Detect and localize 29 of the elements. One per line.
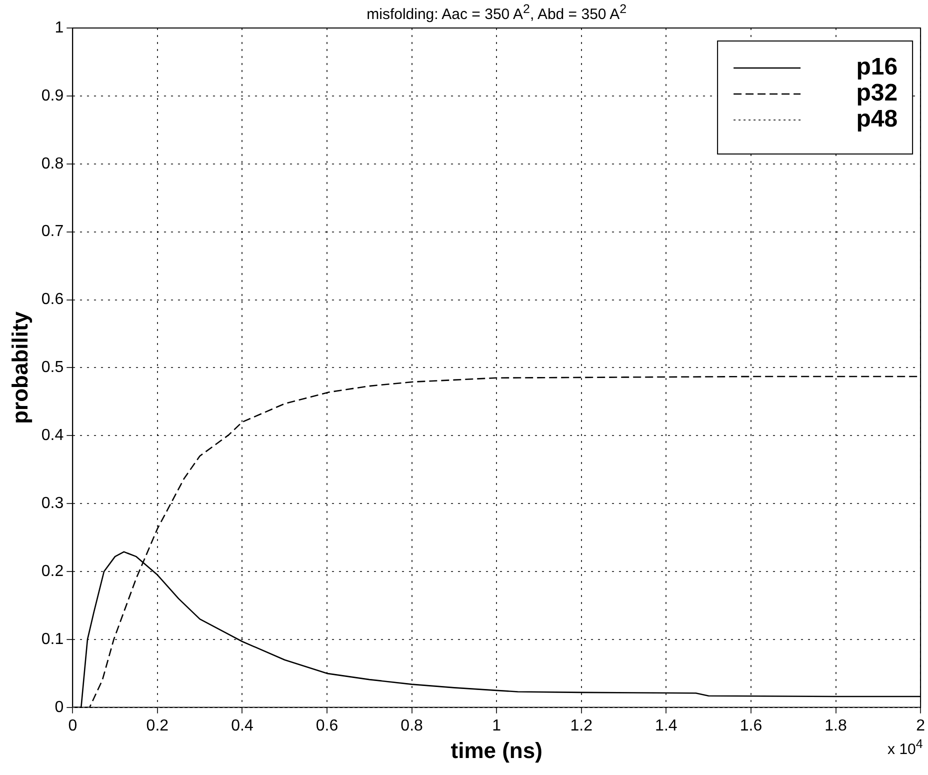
x-tick-label: 1 — [492, 717, 502, 734]
chart-title: misfolding: Aac = 350 A$^{2}$, Abd = 350 A$^{2}$ — [366, 2, 627, 23]
x-tick-label: 0 — [68, 717, 78, 734]
x-tick-label: 0.8 — [400, 717, 424, 734]
x-tick-label: 1.2 — [570, 717, 593, 734]
legend-label: p32 — [856, 80, 898, 107]
text: x 10$^{4}$ — [888, 737, 923, 758]
y-tick-label: 1 — [54, 19, 64, 36]
x-tick-label: 0.2 — [146, 717, 169, 734]
y-tick-label: 0.5 — [41, 359, 64, 376]
y-tick-label: 0 — [54, 698, 64, 716]
y-axis-title: probability — [7, 310, 32, 424]
x-tick-label: 0.4 — [231, 717, 254, 734]
y-tick-label: 0.7 — [41, 223, 64, 240]
y-tick-label: 0.9 — [41, 87, 64, 104]
legend-label: p48 — [856, 106, 898, 133]
legend-label: p16 — [856, 54, 898, 81]
x-tick-label: 1.4 — [655, 717, 678, 734]
x-tick-label: 0.6 — [316, 717, 338, 734]
y-tick-label: 0.4 — [41, 427, 64, 444]
y-tick-label: 0.8 — [41, 155, 64, 172]
y-tick-label: 0.6 — [41, 291, 64, 308]
y-tick-label: 0.3 — [41, 494, 64, 512]
x-tick-label: 1.8 — [824, 717, 847, 734]
x-tick-label: 1.6 — [740, 717, 762, 734]
y-tick-label: 0.2 — [41, 562, 64, 580]
x-axis-title: time (ns) — [450, 738, 542, 763]
y-tick-label: 0.1 — [41, 630, 64, 648]
x-tick-label: 2 — [916, 717, 926, 734]
